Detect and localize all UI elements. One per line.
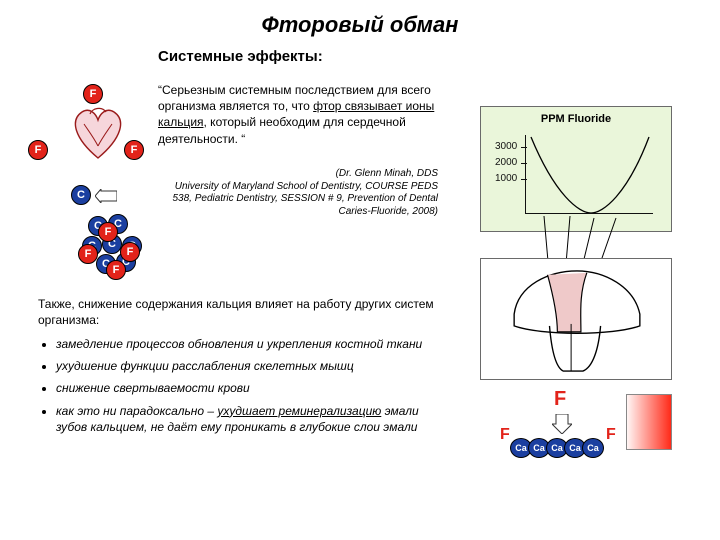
y-tick-label: 3000 [495,141,517,152]
calcium-row: CaCaCaCaCa [510,438,600,458]
heart-diagram: FFF C CCCCCCCFFFF [28,84,158,274]
quote-block: “Серьезным системным последствием для вс… [158,82,438,147]
ppm-chart: PPM Fluoride 3000 2000 1000 [480,106,672,232]
f-atom-icon: F [83,84,103,104]
effects-list-item: снижение свертываемости крови [56,380,448,396]
f-atom-icon: F [124,140,144,160]
x-axis [525,213,653,214]
arrow-down-icon [552,414,572,434]
y-tick-label: 2000 [495,157,517,168]
paragraph-calcium-effects: Также, снижение содержания кальция влияе… [38,296,438,328]
tooth-diagram [480,258,672,380]
page-title: Фторовый обман [0,12,720,38]
f-label-left: F [500,426,510,444]
ca-atom-icon: C [71,185,91,205]
tooth-icon [493,265,661,375]
effects-list: замедление процессов обновления и укрепл… [38,336,448,441]
arrow-left-icon [95,189,117,203]
ppm-curve [525,135,653,213]
fluoride-blocks-calcium-diagram: F F F CaCaCaCaCa [506,390,656,470]
effects-list-item: как это ни парадоксально – ухудшает реми… [56,403,448,435]
f-atom-icon: F [106,260,126,280]
citation-line2: University of Maryland School of Dentist… [158,181,438,219]
effects-list-item: ухудшение функции расслабления скелетных… [56,358,448,374]
citation-line1: (Dr. Glenn Minah, DDS [158,168,438,181]
heart-icon [66,100,130,164]
citation-block: (Dr. Glenn Minah, DDS University of Mary… [158,168,438,218]
f-atom-icon: F [78,244,98,264]
y-tick-label: 1000 [495,173,517,184]
effects-list-item: замедление процессов обновления и укрепл… [56,336,448,352]
f-label-right: F [606,426,616,444]
section-heading: Системные эффекты: [158,48,323,65]
ppm-chart-title: PPM Fluoride [481,113,671,125]
f-atom-icon: F [98,222,118,242]
f-atom-icon: F [28,140,48,160]
f-atom-icon: F [120,242,140,262]
molecule-cluster: CCCCCCCFFFF [76,214,146,274]
f-label-top: F [554,388,566,411]
ca-atom-icon: Ca [582,438,604,458]
